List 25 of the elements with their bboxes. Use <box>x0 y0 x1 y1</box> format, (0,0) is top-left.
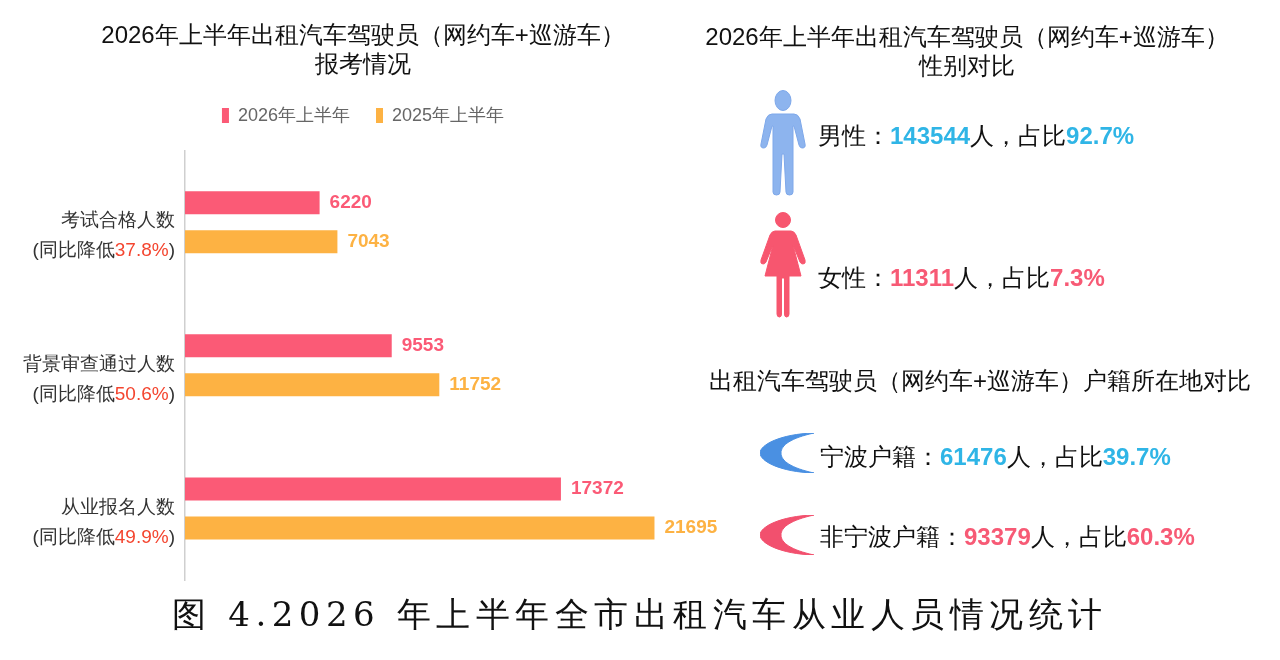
text: 出租汽车驾驶员（网约车+巡游车）户籍所在地对比 <box>708 366 1252 395</box>
text: 男性：143544人，占比92.7% <box>818 121 1135 151</box>
data-label: 6220 <box>329 190 372 212</box>
caption: 图 4.2026 年上半年全市出租汽车从业人员情况统计 <box>171 593 1109 636</box>
data-label: 7043 <box>347 229 390 251</box>
y-tick-label: 考试合格人数 (同比降低37.8%) <box>32 209 175 261</box>
bar <box>185 477 561 501</box>
data-label: 11752 <box>449 373 502 395</box>
bar <box>185 516 655 540</box>
y-tick-label: 从业报名人数 (同比降低49.9%) <box>32 495 175 547</box>
bar <box>185 230 338 254</box>
chart-title: 2026年上半年出租汽车驾驶员（网约车+巡游车）报考情况 <box>101 21 625 77</box>
bar <box>185 373 440 397</box>
legend-label: 2025年上半年 <box>392 104 505 125</box>
text: 女性：11311人，占比7.3% <box>818 263 1105 293</box>
text: 非宁波户籍：93379人，占比60.3% <box>820 522 1195 552</box>
data-label: 17372 <box>570 477 624 499</box>
legend-label: 2026年上半年 <box>237 104 350 125</box>
bar <box>185 191 320 215</box>
y-tick-label: 背景审查通过人数 (同比降低50.6%) <box>23 352 175 404</box>
text: 宁波户籍：61476人，占比39.7% <box>820 442 1171 472</box>
bar <box>185 334 392 358</box>
text: 2026年上半年出租汽车驾驶员（网约车+巡游车）性别对比 <box>704 22 1230 80</box>
data-label: 21695 <box>664 516 718 538</box>
data-label: 9553 <box>401 334 445 356</box>
